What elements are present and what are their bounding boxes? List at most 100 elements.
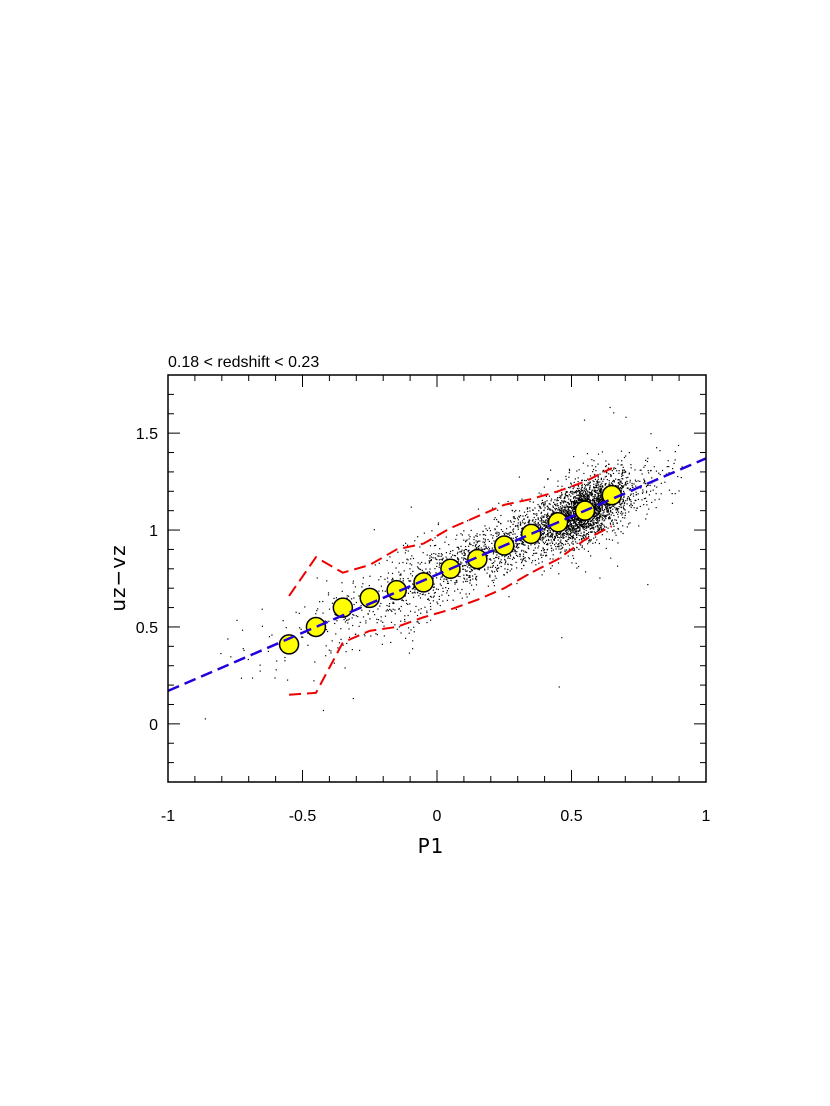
galaxy-point xyxy=(599,473,601,475)
galaxy-point xyxy=(571,507,573,509)
galaxy-point xyxy=(582,528,584,530)
galaxy-point xyxy=(406,562,408,564)
galaxy-point xyxy=(507,520,509,522)
galaxy-point xyxy=(579,527,581,529)
galaxy-point xyxy=(633,483,635,485)
galaxy-point xyxy=(593,537,595,539)
galaxy-point xyxy=(537,522,539,524)
galaxy-point xyxy=(599,496,601,498)
galaxy-point xyxy=(491,580,493,582)
galaxy-point xyxy=(575,490,578,492)
galaxy-point xyxy=(275,669,277,671)
galaxy-point xyxy=(543,509,545,512)
galaxy-point xyxy=(416,566,419,568)
galaxy-point xyxy=(577,498,580,500)
galaxy-point xyxy=(543,550,545,552)
galaxy-point xyxy=(545,522,547,524)
galaxy-point xyxy=(380,585,382,587)
galaxy-point xyxy=(648,508,650,510)
galaxy-point xyxy=(568,538,570,540)
galaxy-point xyxy=(454,555,457,557)
galaxy-point xyxy=(513,549,515,551)
galaxy-point xyxy=(562,544,565,546)
galaxy-point xyxy=(562,535,564,537)
galaxy-point xyxy=(361,586,363,588)
galaxy-point xyxy=(473,536,475,538)
galaxy-point xyxy=(414,592,416,594)
galaxy-point xyxy=(628,473,630,475)
galaxy-point xyxy=(564,549,566,551)
galaxy-point xyxy=(597,525,599,528)
galaxy-point xyxy=(645,497,647,499)
galaxy-point xyxy=(464,554,466,556)
galaxy-point xyxy=(376,618,378,620)
galaxy-point xyxy=(417,567,419,569)
galaxy-point xyxy=(558,548,560,550)
galaxy-point xyxy=(611,520,613,522)
galaxy-point xyxy=(571,518,573,520)
galaxy-point xyxy=(587,525,589,527)
galaxy-point xyxy=(607,527,609,529)
galaxy-point xyxy=(479,540,481,542)
galaxy-point xyxy=(422,593,424,595)
galaxy-point xyxy=(458,558,460,560)
galaxy-point xyxy=(574,491,577,493)
galaxy-point xyxy=(597,511,599,513)
galaxy-point xyxy=(518,546,520,549)
galaxy-point xyxy=(547,542,549,545)
galaxy-point xyxy=(574,521,576,524)
galaxy-point xyxy=(548,532,550,534)
galaxy-point xyxy=(577,532,579,535)
galaxy-point xyxy=(567,534,569,536)
galaxy-point xyxy=(647,470,649,472)
galaxy-point xyxy=(605,547,607,550)
galaxy-point xyxy=(579,499,581,501)
galaxy-point xyxy=(494,560,496,562)
galaxy-point xyxy=(445,586,447,589)
galaxy-point xyxy=(593,460,595,462)
galaxy-point xyxy=(460,561,462,563)
galaxy-point xyxy=(643,482,645,484)
galaxy-point xyxy=(585,527,587,530)
galaxy-point xyxy=(613,412,615,414)
galaxy-point xyxy=(476,535,478,537)
galaxy-point xyxy=(466,563,468,565)
galaxy-point xyxy=(588,496,590,498)
galaxy-point xyxy=(412,570,414,572)
galaxy-point xyxy=(573,503,575,505)
galaxy-point xyxy=(581,524,583,526)
galaxy-point xyxy=(602,471,604,473)
galaxy-point xyxy=(604,503,606,506)
galaxy-point xyxy=(491,570,493,572)
galaxy-point xyxy=(508,534,511,536)
galaxy-point xyxy=(463,577,465,579)
galaxy-point xyxy=(604,483,606,486)
galaxy-point xyxy=(398,571,400,573)
galaxy-point xyxy=(573,481,575,484)
galaxy-point xyxy=(524,522,526,524)
galaxy-point xyxy=(583,497,585,499)
galaxy-point xyxy=(410,629,412,631)
galaxy-point xyxy=(627,523,630,525)
galaxy-point xyxy=(405,542,407,544)
galaxy-point xyxy=(462,565,464,568)
galaxy-point xyxy=(494,528,496,531)
galaxy-point xyxy=(576,470,578,472)
galaxy-point xyxy=(547,505,549,507)
galaxy-point xyxy=(580,532,582,534)
galaxy-point xyxy=(609,506,611,509)
galaxy-point xyxy=(595,513,598,515)
galaxy-point xyxy=(438,553,440,555)
galaxy-point xyxy=(573,521,575,523)
galaxy-point xyxy=(596,515,598,517)
galaxy-point xyxy=(550,534,552,536)
galaxy-point xyxy=(442,600,444,602)
galaxy-point xyxy=(427,571,429,573)
galaxy-point xyxy=(376,634,378,636)
galaxy-point xyxy=(337,647,339,649)
galaxy-point xyxy=(344,617,346,619)
galaxy-point xyxy=(457,575,459,577)
galaxy-point xyxy=(535,542,537,544)
galaxy-point xyxy=(570,529,572,531)
galaxy-point xyxy=(472,544,474,547)
